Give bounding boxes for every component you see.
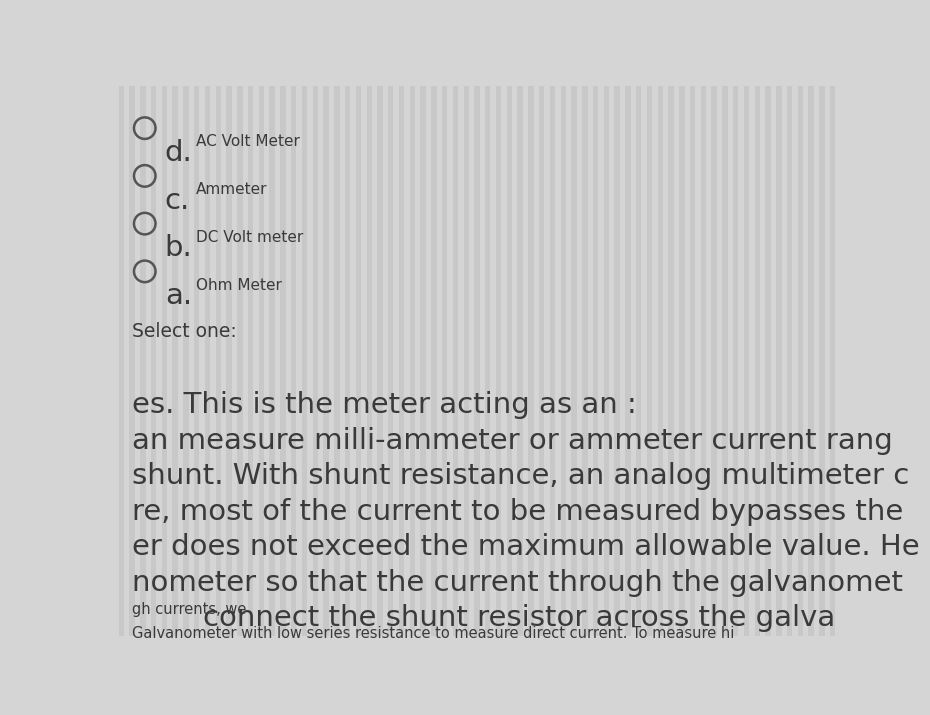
Text: Select one:: Select one: (132, 322, 237, 341)
Bar (765, 86, 771, 636)
Bar (646, 86, 652, 636)
Bar (129, 86, 135, 636)
Bar (334, 86, 339, 636)
Bar (517, 86, 523, 636)
Bar (399, 86, 405, 636)
Bar (539, 86, 544, 636)
Bar (291, 86, 297, 636)
Text: Ammeter: Ammeter (195, 182, 267, 197)
Bar (733, 86, 738, 636)
Bar (711, 86, 717, 636)
Bar (453, 86, 458, 636)
Text: re, most of the current to be measured bypasses the: re, most of the current to be measured b… (132, 498, 904, 526)
Bar (582, 86, 588, 636)
Bar (690, 86, 696, 636)
Bar (798, 86, 804, 636)
Bar (140, 86, 145, 636)
Bar (463, 86, 469, 636)
Bar (474, 86, 480, 636)
Bar (808, 86, 814, 636)
Bar (830, 86, 835, 636)
Bar (561, 86, 566, 636)
Bar (119, 86, 124, 636)
Bar (388, 86, 393, 636)
Bar (744, 86, 750, 636)
Bar (409, 86, 415, 636)
Bar (669, 86, 673, 636)
Bar (302, 86, 307, 636)
Text: DC Volt meter: DC Volt meter (195, 230, 303, 245)
Bar (151, 86, 156, 636)
Bar (205, 86, 210, 636)
Text: AC Volt Meter: AC Volt Meter (195, 134, 299, 149)
Bar (496, 86, 501, 636)
Text: Ohm Meter: Ohm Meter (195, 277, 282, 292)
Bar (172, 86, 178, 636)
Bar (507, 86, 512, 636)
Bar (604, 86, 609, 636)
Bar (571, 86, 577, 636)
Bar (615, 86, 619, 636)
Text: nometer so that the current through the galvanomet: nometer so that the current through the … (132, 568, 903, 596)
Bar (183, 86, 189, 636)
Text: c.: c. (165, 187, 190, 214)
Text: connect the shunt resistor across the galva: connect the shunt resistor across the ga… (204, 604, 835, 632)
Bar (528, 86, 534, 636)
Bar (442, 86, 447, 636)
Bar (420, 86, 426, 636)
Bar (432, 86, 436, 636)
Text: b.: b. (165, 235, 193, 262)
Text: shunt. With shunt resistance, an analog multimeter c: shunt. With shunt resistance, an analog … (132, 463, 910, 490)
Text: an measure milli-ammeter or ammeter current rang: an measure milli-ammeter or ammeter curr… (132, 427, 893, 455)
Bar (550, 86, 555, 636)
Bar (625, 86, 631, 636)
Bar (700, 86, 706, 636)
Bar (356, 86, 361, 636)
Bar (324, 86, 329, 636)
Bar (237, 86, 243, 636)
Bar (754, 86, 760, 636)
Bar (658, 86, 663, 636)
Bar (259, 86, 264, 636)
Bar (194, 86, 199, 636)
Bar (485, 86, 490, 636)
Bar (819, 86, 825, 636)
Bar (345, 86, 351, 636)
Bar (226, 86, 232, 636)
Bar (312, 86, 318, 636)
Bar (636, 86, 642, 636)
Text: a.: a. (165, 282, 192, 310)
Bar (679, 86, 684, 636)
Bar (270, 86, 275, 636)
Text: es. This is the meter acting as an :: es. This is the meter acting as an : (132, 392, 637, 420)
Bar (378, 86, 382, 636)
Bar (723, 86, 727, 636)
Bar (366, 86, 372, 636)
Bar (280, 86, 286, 636)
Text: gh currents, we: gh currents, we (132, 603, 251, 618)
Text: d.: d. (165, 139, 193, 167)
Bar (248, 86, 253, 636)
Bar (787, 86, 792, 636)
Bar (216, 86, 221, 636)
Bar (593, 86, 598, 636)
Bar (162, 86, 167, 636)
Bar (777, 86, 781, 636)
Text: er does not exceed the maximum allowable value. He: er does not exceed the maximum allowable… (132, 533, 920, 561)
Text: Galvanometer with low series resistance to measure direct current. To measure hi: Galvanometer with low series resistance … (132, 626, 735, 641)
